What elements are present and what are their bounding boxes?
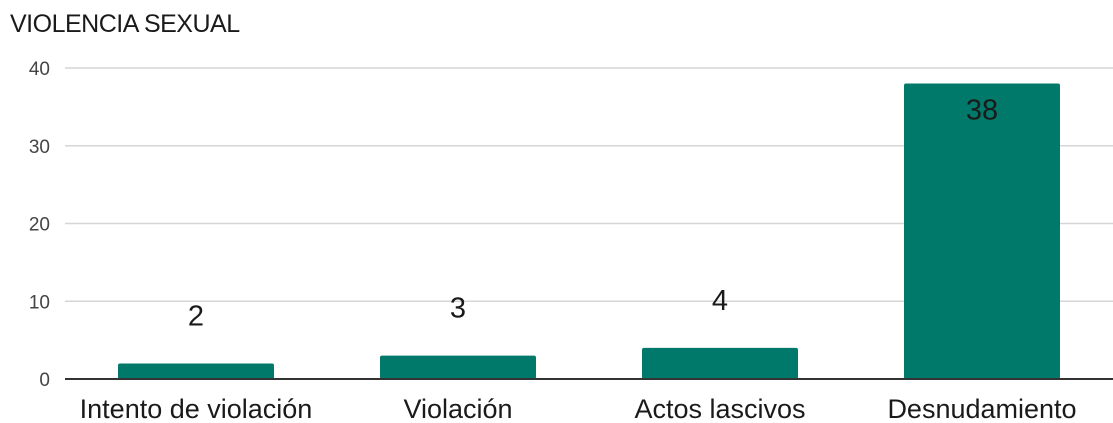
x-tick-label: Violación (403, 394, 512, 423)
x-tick-label: Desnudamiento (887, 394, 1076, 423)
x-axis-ticks: Intento de violación Violación Actos lasci… (80, 394, 1077, 423)
bar (904, 84, 1060, 379)
data-label: 4 (712, 285, 728, 317)
x-tick-label: Intento de violación (80, 394, 313, 423)
bar (118, 363, 274, 379)
bar (642, 348, 798, 379)
y-axis-ticks: 0 10 20 30 40 (29, 59, 50, 391)
y-tick-label: 10 (29, 292, 50, 313)
bar (380, 356, 536, 379)
y-tick-label: 0 (39, 370, 50, 391)
data-label: 3 (450, 293, 466, 325)
y-tick-label: 40 (29, 59, 50, 80)
y-tick-label: 20 (29, 215, 50, 236)
x-tick-label: Actos lascivos (634, 394, 805, 423)
bars (118, 84, 1060, 379)
data-labels: 2 3 4 38 (188, 95, 998, 333)
data-label: 2 (188, 300, 204, 332)
y-tick-label: 30 (29, 137, 50, 158)
data-label: 38 (966, 95, 998, 127)
